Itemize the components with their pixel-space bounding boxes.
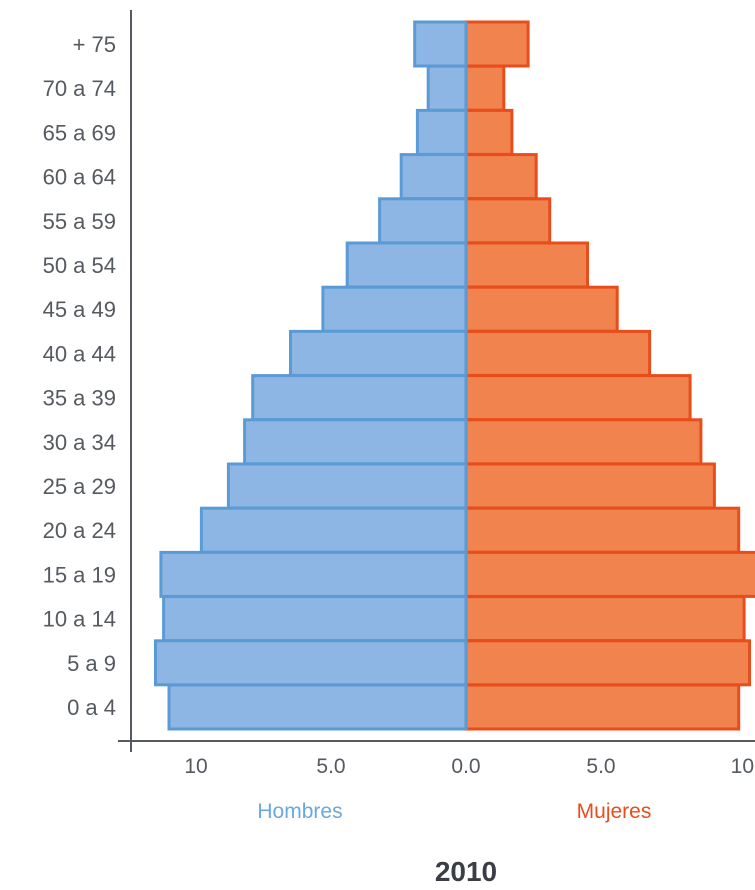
age-group-label: + 75 [73,32,116,57]
bar-hombres [159,550,468,598]
age-group-label: 5 a 9 [67,651,116,676]
bar-hombres [289,329,468,377]
bar-hombres [321,285,468,333]
age-group-label: 0 a 4 [67,695,116,720]
bar-mujeres [464,550,755,598]
bar-mujeres [464,329,652,377]
bar-mujeres [464,374,692,422]
bar-mujeres [464,285,619,333]
bar-mujeres [464,153,538,201]
bar-mujeres [464,462,716,510]
bar-hombres [199,506,468,554]
bar-hombres [426,64,468,112]
bar-hombres [226,462,468,510]
bar-hombres [162,595,468,643]
bar-mujeres [464,20,530,68]
bars-group [154,20,755,731]
age-group-label: 55 a 59 [43,209,116,234]
age-group-label: 50 a 54 [43,253,116,278]
bar-mujeres [464,197,552,245]
legend-mujeres: Mujeres [577,800,652,823]
bar-hombres [415,108,468,156]
age-group-label: 20 a 24 [43,518,116,543]
bar-mujeres [464,595,746,643]
x-tick-label: 5.0 [586,755,615,778]
bar-hombres [243,418,468,466]
bar-mujeres [464,418,703,466]
age-group-label: 35 a 39 [43,386,116,411]
x-tick-label: 0.0 [451,755,480,778]
age-group-label: 10 a 14 [43,607,116,632]
bar-hombres [345,241,468,289]
bar-hombres [378,197,468,245]
legend-hombres: Hombres [257,800,342,823]
age-group-label: 25 a 29 [43,474,116,499]
bar-hombres [154,639,468,687]
age-group-label: 45 a 49 [43,297,116,322]
bar-hombres [251,374,468,422]
bar-mujeres [464,683,741,731]
age-group-label: 30 a 34 [43,430,116,455]
bar-mujeres [464,108,514,156]
x-tick-label: 5.0 [316,755,345,778]
bar-hombres [413,20,468,68]
bar-hombres [167,683,468,731]
age-group-label: 70 a 74 [43,76,116,101]
x-tick-label: 10 [731,755,754,778]
bar-mujeres [464,506,741,554]
bar-hombres [399,153,468,201]
age-labels-group: + 75 70 a 74 65 a 69 60 a 64 55 a 59 50 a 54 4… [43,32,116,720]
age-group-label: 15 a 19 [43,562,116,587]
bar-mujeres [464,241,589,289]
age-group-label: 40 a 44 [43,341,116,366]
chart-title-year: 2010 [435,856,497,887]
age-group-label: 60 a 64 [43,165,116,190]
bar-mujeres [464,639,751,687]
x-ticks-group: 10 5.0 0.0 5.0 10 [184,755,754,778]
bar-mujeres [464,64,506,112]
x-tick-label: 10 [184,755,207,778]
age-group-label: 65 a 69 [43,120,116,145]
